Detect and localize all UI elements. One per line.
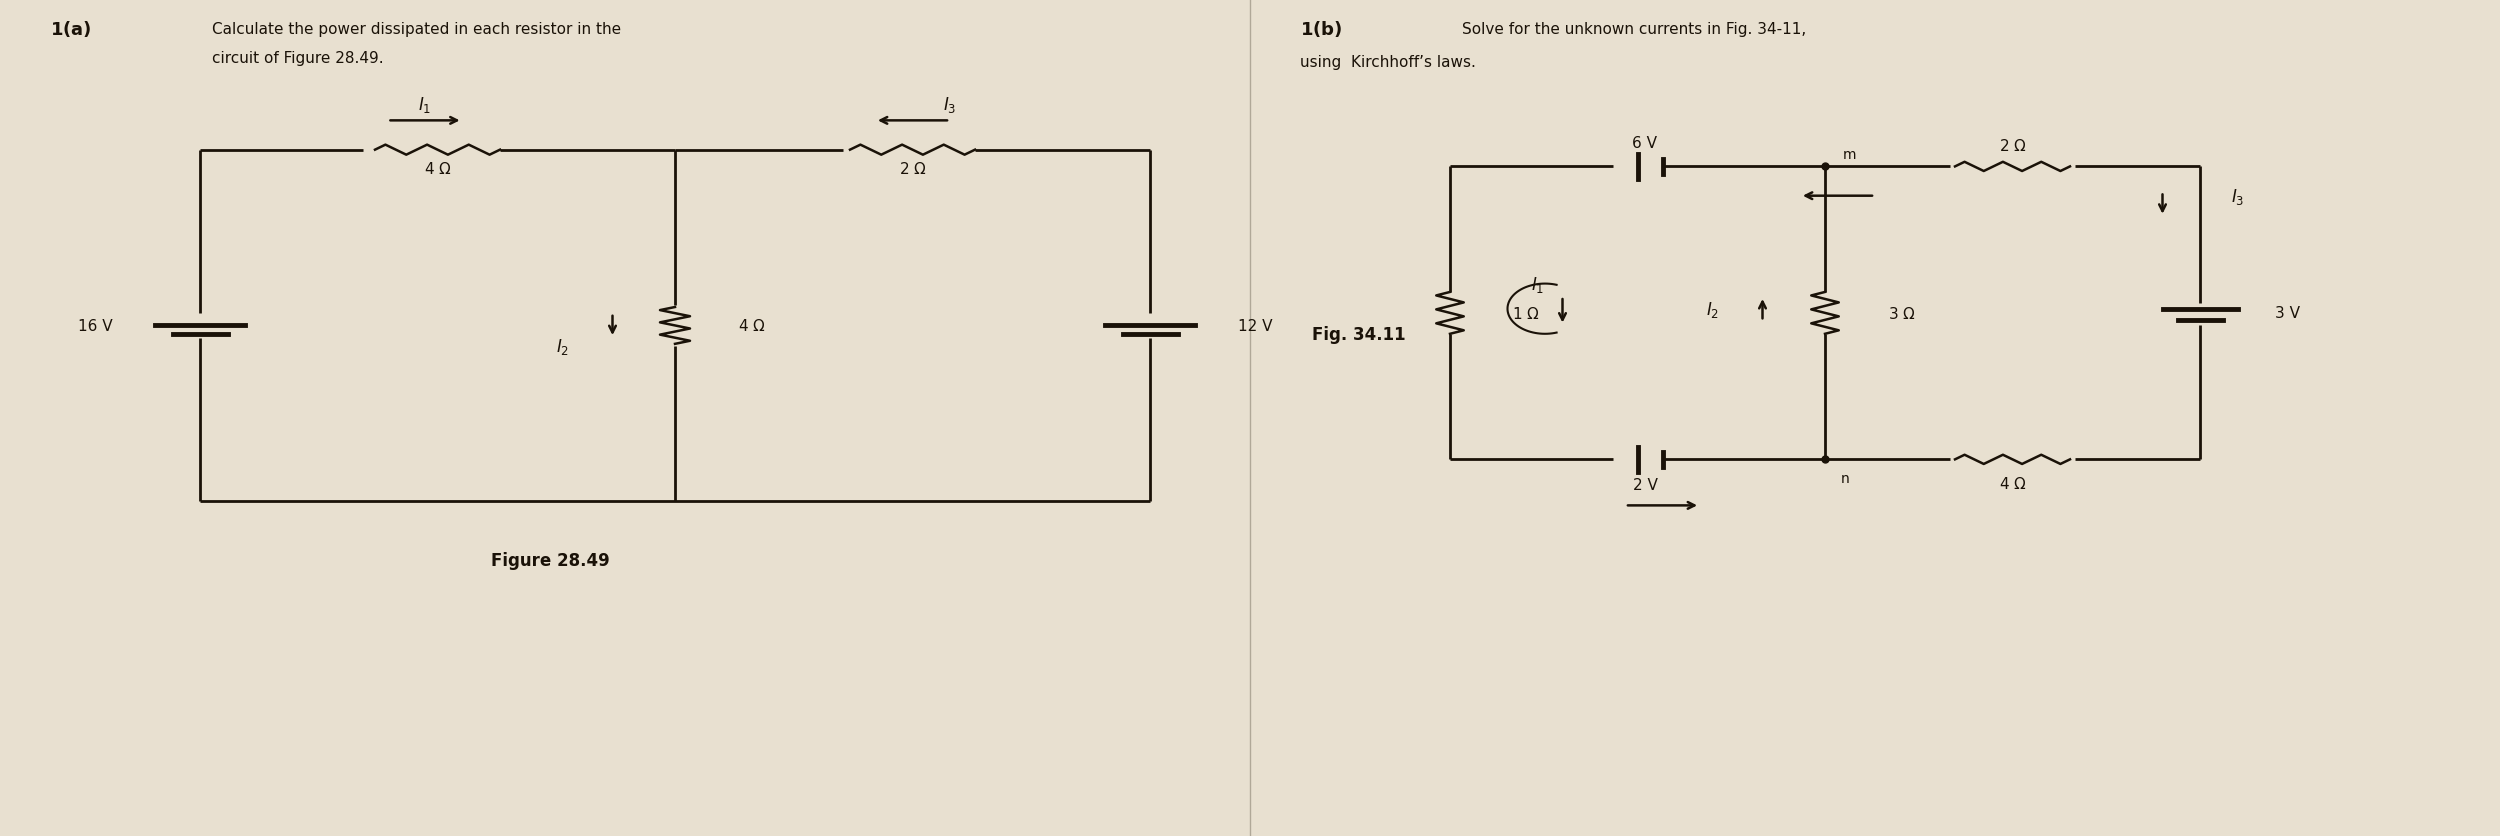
Text: 2 V: 2 V — [1632, 477, 1658, 492]
Text: 2 $\Omega$: 2 $\Omega$ — [1998, 138, 2028, 155]
Text: $I_3$: $I_3$ — [942, 94, 958, 115]
Text: $I_2$: $I_2$ — [555, 337, 570, 357]
Text: 1 $\Omega$: 1 $\Omega$ — [1512, 305, 1540, 322]
Text: $I_3$: $I_3$ — [2230, 186, 2245, 206]
Text: 4 $\Omega$: 4 $\Omega$ — [738, 318, 765, 334]
Text: $\mathbf{1(a)}$: $\mathbf{1(a)}$ — [50, 19, 92, 39]
Text: circuit of Figure 28.49.: circuit of Figure 28.49. — [213, 51, 385, 66]
Text: $I_1$: $I_1$ — [418, 94, 432, 115]
Text: Solve for the unknown currents in Fig. 34-11,: Solve for the unknown currents in Fig. 3… — [1462, 22, 1808, 37]
Text: Figure 28.49: Figure 28.49 — [490, 551, 610, 569]
Text: 4 $\Omega$: 4 $\Omega$ — [422, 161, 452, 177]
Text: 4 $\Omega$: 4 $\Omega$ — [1998, 475, 2028, 492]
Text: 3 V: 3 V — [2275, 306, 2300, 321]
Text: using  Kirchhoff’s laws.: using Kirchhoff’s laws. — [1300, 55, 1475, 70]
Text: 3 $\Omega$: 3 $\Omega$ — [1888, 305, 1915, 322]
Text: $\mathbf{1(b)}$: $\mathbf{1(b)}$ — [1300, 19, 1342, 39]
Text: Calculate the power dissipated in each resistor in the: Calculate the power dissipated in each r… — [213, 22, 622, 37]
Text: Fig. 34.11: Fig. 34.11 — [1312, 325, 1405, 344]
Text: n: n — [1840, 472, 1850, 485]
Text: 16 V: 16 V — [78, 319, 112, 334]
Text: 6 V: 6 V — [1632, 136, 1658, 151]
Text: $I_2$: $I_2$ — [1705, 299, 1720, 319]
Text: 2 $\Omega$: 2 $\Omega$ — [898, 161, 928, 177]
Text: $I_1$: $I_1$ — [1530, 274, 1545, 294]
Text: 12 V: 12 V — [1238, 319, 1272, 334]
Text: m: m — [1842, 148, 1858, 161]
